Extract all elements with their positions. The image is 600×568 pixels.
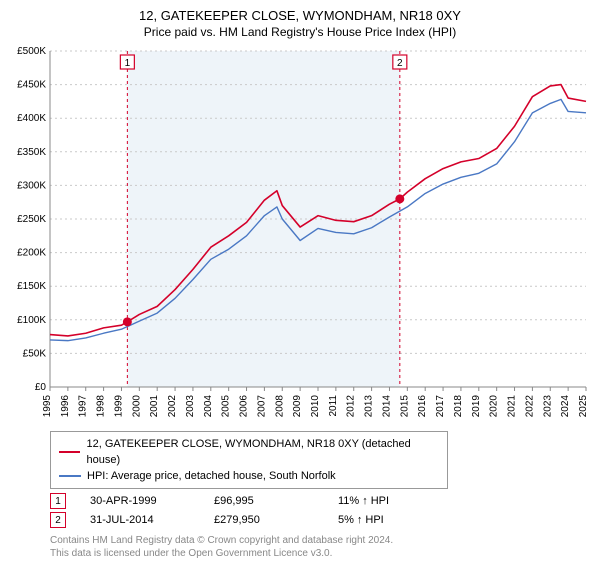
svg-text:2002: 2002 xyxy=(167,395,178,418)
event-row: 1 30-APR-1999 £96,995 11%↑HPI xyxy=(50,493,592,509)
event-pct: 5%↑HPI xyxy=(338,514,384,526)
event-pct: 11%↑HPI xyxy=(338,495,389,507)
event-marker: 2 xyxy=(50,512,66,528)
svg-text:2006: 2006 xyxy=(239,395,250,418)
svg-text:2017: 2017 xyxy=(435,395,446,418)
arrow-up-icon: ↑ xyxy=(357,514,363,526)
svg-text:2011: 2011 xyxy=(328,395,339,417)
svg-text:2003: 2003 xyxy=(185,395,196,418)
svg-text:£100K: £100K xyxy=(17,315,46,326)
svg-text:2024: 2024 xyxy=(560,395,571,418)
svg-text:£0: £0 xyxy=(35,382,47,393)
svg-text:2008: 2008 xyxy=(274,395,285,418)
svg-text:£400K: £400K xyxy=(17,113,46,124)
svg-text:2022: 2022 xyxy=(524,395,535,418)
svg-text:1999: 1999 xyxy=(113,395,124,418)
svg-text:£50K: £50K xyxy=(23,348,47,359)
svg-text:2014: 2014 xyxy=(381,395,392,418)
price-chart: £0 £50K £100K £150K £200K £250K £300K £350K £400… xyxy=(8,45,592,425)
svg-text:1996: 1996 xyxy=(60,395,71,418)
event-row: 2 31-JUL-2014 £279,950 5%↑HPI xyxy=(50,512,592,528)
legend-swatch xyxy=(59,451,80,453)
svg-text:1: 1 xyxy=(125,58,131,69)
legend-swatch xyxy=(59,475,81,477)
svg-text:2018: 2018 xyxy=(453,395,464,418)
svg-text:2001: 2001 xyxy=(149,395,160,418)
svg-text:1997: 1997 xyxy=(78,395,89,418)
svg-text:2019: 2019 xyxy=(471,395,482,418)
svg-text:2023: 2023 xyxy=(542,395,553,418)
svg-text:£250K: £250K xyxy=(17,214,46,225)
svg-text:£450K: £450K xyxy=(17,80,46,91)
svg-text:2021: 2021 xyxy=(507,395,518,418)
legend-label: HPI: Average price, detached house, Sout… xyxy=(87,468,336,484)
event-date: 31-JUL-2014 xyxy=(90,514,190,526)
svg-text:2007: 2007 xyxy=(256,395,267,418)
legend-row: 12, GATEKEEPER CLOSE, WYMONDHAM, NR18 0X… xyxy=(59,436,439,468)
event-date: 30-APR-1999 xyxy=(90,495,190,507)
svg-text:2: 2 xyxy=(397,58,403,69)
legend-label: 12, GATEKEEPER CLOSE, WYMONDHAM, NR18 0X… xyxy=(86,436,439,468)
arrow-up-icon: ↑ xyxy=(362,495,368,507)
sale-events: 1 30-APR-1999 £96,995 11%↑HPI 2 31-JUL-2014 £2… xyxy=(50,493,592,528)
svg-text:£150K: £150K xyxy=(17,281,46,292)
svg-text:£200K: £200K xyxy=(17,248,46,259)
page-title: 12, GATEKEEPER CLOSE, WYMONDHAM, NR18 0X… xyxy=(8,8,592,23)
event-price: £279,950 xyxy=(214,514,314,526)
svg-text:£350K: £350K xyxy=(17,147,46,158)
svg-text:2016: 2016 xyxy=(417,395,428,418)
svg-text:1998: 1998 xyxy=(96,395,107,418)
footnote-line-2: This data is licensed under the Open Gov… xyxy=(50,547,592,560)
svg-text:2005: 2005 xyxy=(221,395,232,418)
legend: 12, GATEKEEPER CLOSE, WYMONDHAM, NR18 0X… xyxy=(50,431,448,489)
svg-text:£500K: £500K xyxy=(17,46,46,57)
svg-text:2000: 2000 xyxy=(131,395,142,418)
svg-text:2004: 2004 xyxy=(203,395,214,418)
footnote-line-1: Contains HM Land Registry data © Crown c… xyxy=(50,534,592,547)
svg-text:2010: 2010 xyxy=(310,395,321,418)
chart-svg: £0 £50K £100K £150K £200K £250K £300K £350K £400… xyxy=(8,45,592,425)
svg-text:2013: 2013 xyxy=(364,395,375,418)
svg-text:2012: 2012 xyxy=(346,395,357,418)
page-subtitle: Price paid vs. HM Land Registry's House … xyxy=(8,25,592,39)
event-marker: 1 xyxy=(50,493,66,509)
svg-text:2025: 2025 xyxy=(578,395,589,418)
svg-text:2009: 2009 xyxy=(292,395,303,418)
svg-text:1995: 1995 xyxy=(42,395,53,418)
svg-text:£300K: £300K xyxy=(17,180,46,191)
footnote: Contains HM Land Registry data © Crown c… xyxy=(50,534,592,560)
svg-text:2020: 2020 xyxy=(489,395,500,418)
event-price: £96,995 xyxy=(214,495,314,507)
svg-text:2015: 2015 xyxy=(399,395,410,418)
legend-row: HPI: Average price, detached house, Sout… xyxy=(59,468,439,484)
